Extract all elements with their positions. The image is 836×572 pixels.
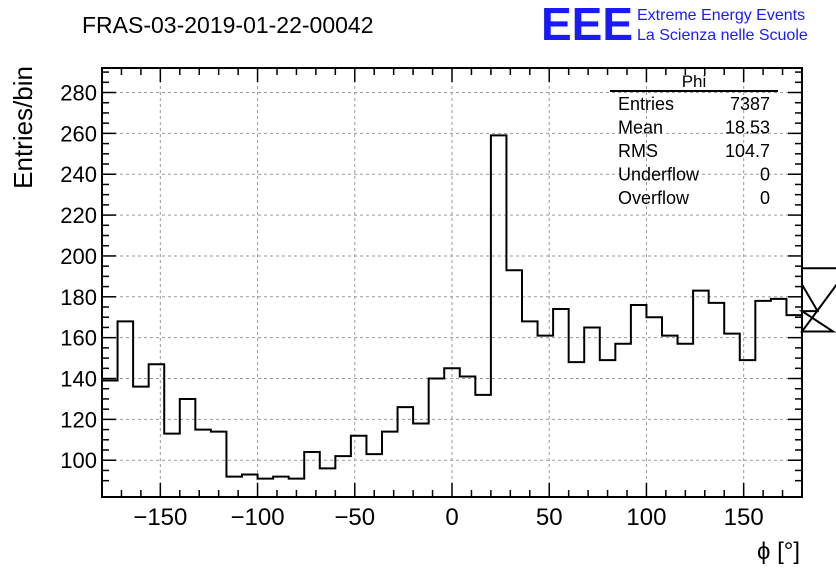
y-tick-label: 160 bbox=[60, 326, 97, 351]
x-tick-label: 150 bbox=[724, 504, 764, 531]
histogram-step-line bbox=[102, 134, 836, 480]
y-tick-label: 220 bbox=[60, 203, 97, 228]
y-tick-label: 200 bbox=[60, 244, 97, 269]
stats-row-value: 7387 bbox=[730, 94, 770, 114]
x-tick-label: 50 bbox=[536, 504, 563, 531]
y-tick-label: 240 bbox=[60, 162, 97, 187]
x-axis-title: ϕ [°] bbox=[757, 538, 800, 565]
y-tick-label: 120 bbox=[60, 407, 97, 432]
y-tick-label: 280 bbox=[60, 81, 97, 106]
logo-line2: La Scienza nelle Scuole bbox=[637, 27, 808, 44]
y-tick-label: 100 bbox=[60, 448, 97, 473]
stats-row-label: Mean bbox=[618, 118, 663, 138]
stats-row-value: 18.53 bbox=[725, 118, 770, 138]
stats-row-value: 104.7 bbox=[725, 141, 770, 161]
eee-logo-mark: EEE bbox=[541, 0, 633, 50]
x-tick-label: −50 bbox=[334, 504, 375, 531]
histogram-series bbox=[102, 134, 836, 480]
axes: −150 −100 −50 0 50 100 150 100 120 140 160 180 200 22… bbox=[60, 67, 803, 531]
plot-frame bbox=[101, 67, 803, 498]
grid-lines bbox=[102, 68, 802, 497]
x-tick-label: 100 bbox=[626, 504, 666, 531]
run-title: FRAS-03-2019-01-22-00042 bbox=[82, 12, 374, 38]
x-tick-label: −100 bbox=[231, 504, 285, 531]
stats-box: Phi Entries 7387 Mean 18.53 RMS 104.7 Underflo… bbox=[610, 72, 778, 208]
stats-row-label: Overflow bbox=[618, 188, 690, 208]
y-tick-label: 260 bbox=[60, 121, 97, 146]
x-tick-label: −150 bbox=[133, 504, 187, 531]
logo-line1: Extreme Energy Events bbox=[637, 7, 805, 24]
stats-row-value: 0 bbox=[760, 188, 770, 208]
stats-name: Phi bbox=[682, 72, 707, 91]
y-axis-title: Entries/bin bbox=[8, 66, 38, 189]
y-tick-label: 180 bbox=[60, 285, 97, 310]
y-tick-label: 140 bbox=[60, 367, 97, 392]
x-tick-label: 0 bbox=[445, 504, 458, 531]
stats-row-label: RMS bbox=[618, 141, 658, 161]
stats-row-value: 0 bbox=[760, 165, 770, 185]
stats-row-label: Entries bbox=[618, 94, 674, 114]
stats-row-label: Underflow bbox=[618, 165, 700, 185]
